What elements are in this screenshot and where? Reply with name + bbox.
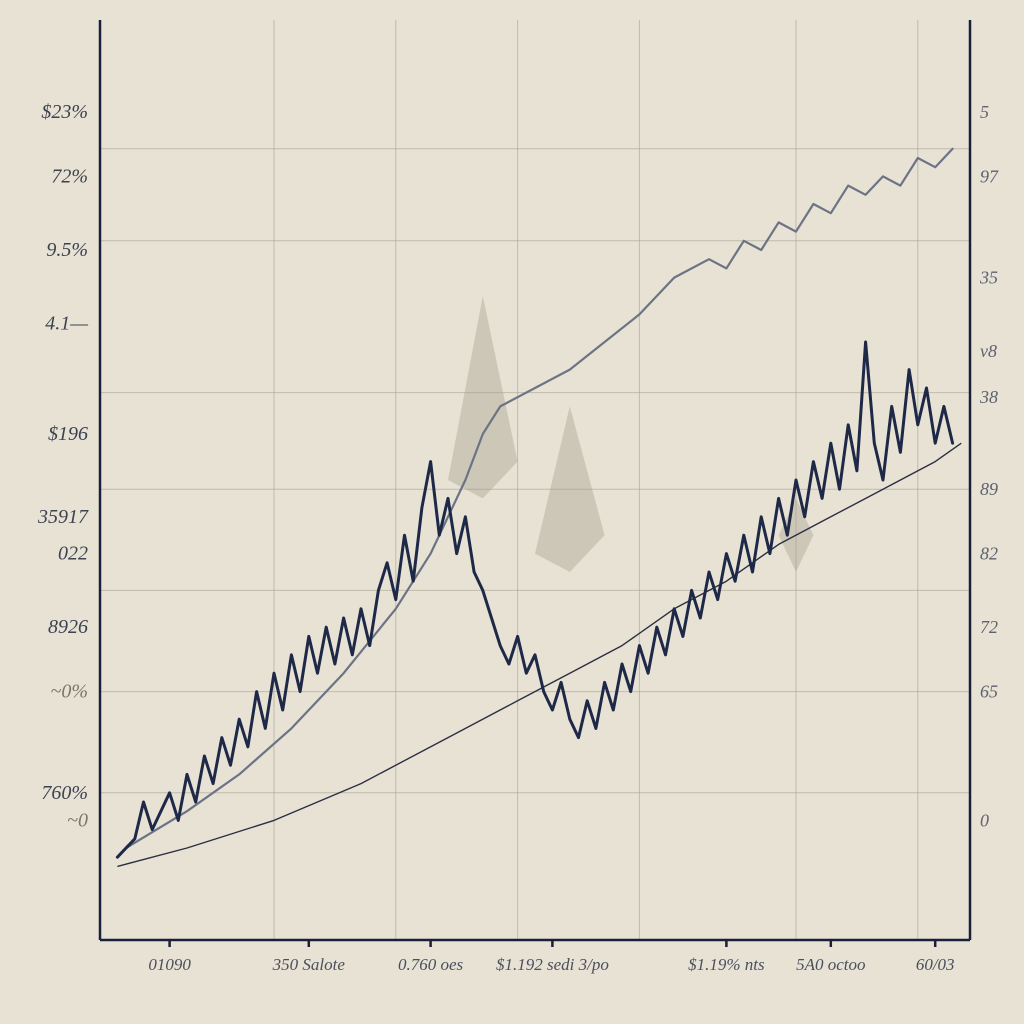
y-left-label: 8926 xyxy=(48,616,88,638)
y-left-label: $196 xyxy=(48,423,88,445)
y-right-label: 0 xyxy=(980,810,989,830)
y-left-label: 4.1— xyxy=(45,313,88,335)
x-label: $1.19% nts xyxy=(688,955,765,974)
shaded-region xyxy=(448,296,518,498)
y-right-label: 5 xyxy=(980,102,989,122)
y-right-label: 65 xyxy=(980,682,998,702)
y-right-label: 38 xyxy=(979,387,998,407)
x-label: 01090 xyxy=(148,955,191,974)
x-label: $1.192 sedi 3/po xyxy=(496,955,609,974)
line-chart: ~0 760% ~0% 8926 022 35917 $196 4.1— 9.5% 72% $23%… xyxy=(0,0,1024,1024)
y-left-label: $23% xyxy=(41,101,88,123)
chart-canvas: ~0 760% ~0% 8926 022 35917 $196 4.1— 9.5% 72% $23%… xyxy=(0,0,1024,1024)
y-right-label: 82 xyxy=(980,544,998,564)
y-left-label: 9.5% xyxy=(46,239,88,261)
series-volatile xyxy=(117,342,952,857)
y-left-label: 72% xyxy=(51,165,88,187)
x-label: 350 Salote xyxy=(272,955,346,974)
series-smooth xyxy=(126,149,953,848)
y-left-label: ~0 xyxy=(67,809,88,831)
x-label: 0.760 oes xyxy=(398,955,464,974)
y-right-label: v8 xyxy=(980,341,997,361)
y-right-label: 97 xyxy=(980,166,999,186)
x-label: 60/03 xyxy=(916,955,955,974)
y-right-label: 72 xyxy=(980,617,998,637)
x-label: 5A0 octoo xyxy=(796,955,865,974)
y-right-label: 89 xyxy=(980,479,998,499)
y-left-label: 760% xyxy=(41,782,88,804)
y-right-label: 35 xyxy=(979,268,998,288)
y-left-label: 35917 xyxy=(37,506,89,528)
y-left-label: ~0% xyxy=(51,681,88,703)
series-baseline xyxy=(117,443,961,866)
y-left-label: 022 xyxy=(58,543,88,565)
